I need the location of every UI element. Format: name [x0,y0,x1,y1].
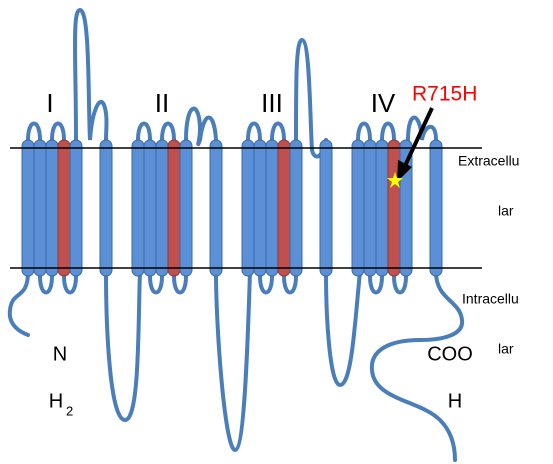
loop-iii-big [294,37,328,159]
helix [253,139,267,277]
short-loop [50,121,66,142]
c-terminus-label: H [448,390,462,412]
short-loop [246,121,262,142]
n-terminus-label: N [53,343,67,365]
s4-helix [277,139,291,277]
n-terminus-label: H [49,390,63,412]
region-label: lar [498,341,514,357]
helix [131,139,145,277]
helix [45,139,59,277]
short-loop [148,274,164,295]
domain-label: I [46,88,53,118]
short-loop [172,274,188,295]
mutation-arrow [402,107,434,169]
helix [179,139,193,277]
helix [363,139,377,277]
loops [7,7,465,462]
helix [21,139,35,277]
region-label: Intracellu [462,291,519,307]
n-terminus-subscript: 2 [66,403,73,418]
s4-helix [167,139,181,277]
short-loop [136,121,152,142]
helix [319,139,333,277]
arrowhead [397,160,412,182]
loop-ii [184,106,218,147]
short-loop [62,274,78,295]
n-terminus-tail [7,270,30,337]
loop-iv [406,115,438,142]
helix [209,139,223,277]
helix [33,139,47,277]
short-loop [282,274,298,295]
mutation-label: R715H [412,83,477,106]
short-loop [38,274,54,295]
domain-label: III [261,88,283,118]
c-terminus-label: COO [427,343,473,365]
region-label: Extracellu [458,153,519,169]
helix [375,139,389,277]
domain-label: II [155,88,169,118]
linker-ii-iii [214,270,252,453]
short-loop [356,121,372,142]
short-loop [160,121,176,142]
short-loop [368,274,384,295]
short-loop [380,121,396,142]
short-loop [26,121,42,142]
helix [265,139,279,277]
helix [289,139,303,277]
helix [155,139,169,277]
helix [99,139,113,277]
s4-helix [57,139,71,277]
helices [21,139,443,277]
domain-label: IV [371,88,396,118]
mutation-star [387,172,403,188]
helix [351,139,365,277]
helix [143,139,157,277]
short-loop [258,274,274,295]
helix [429,139,443,277]
loop-i-big [73,7,109,142]
c-terminus-tail [369,270,465,462]
region-label: lar [498,203,514,219]
short-loop [270,121,286,142]
short-loop [392,274,408,295]
helix [69,139,83,277]
linker-iii-iv [324,270,362,388]
helix [241,139,255,277]
linker-i-ii [104,270,142,423]
